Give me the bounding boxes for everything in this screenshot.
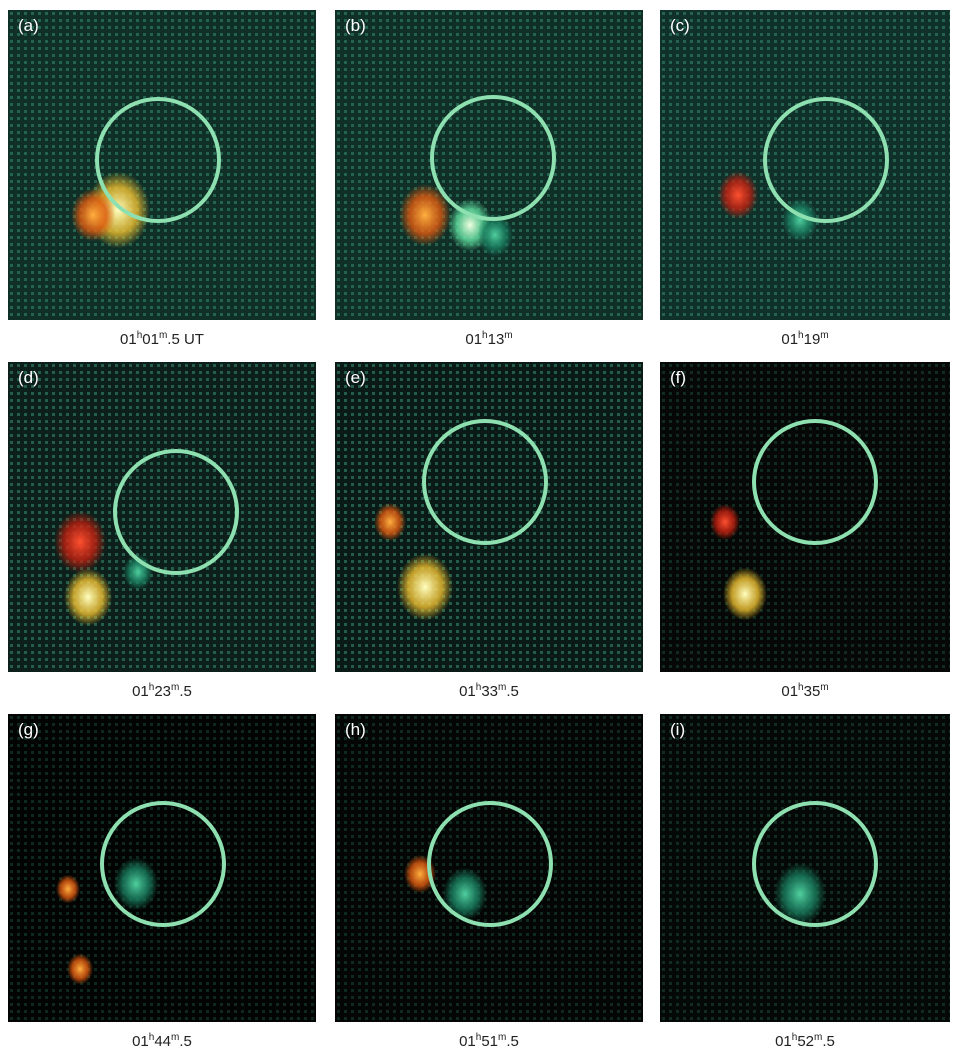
- panel-label: (g): [18, 720, 39, 740]
- panel: (e) 01h33m.5: [335, 362, 643, 700]
- panel-label: (e): [345, 368, 366, 388]
- caption-superscript: m: [820, 330, 828, 341]
- caption-text: 13: [488, 331, 505, 348]
- caption-text: 01: [459, 683, 476, 700]
- panel-label: (h): [345, 720, 366, 740]
- caption-text: 19: [804, 331, 821, 348]
- panel-label: (d): [18, 368, 39, 388]
- panel-caption: 01h52m.5: [660, 1032, 950, 1050]
- caption-text: .5: [506, 683, 519, 700]
- caption-text: 52: [797, 1033, 814, 1050]
- panel-label: (f): [670, 368, 686, 388]
- caption-text: 35: [804, 683, 821, 700]
- caption-text: 01: [781, 683, 798, 700]
- caption-text: 44: [154, 1033, 171, 1050]
- panel: (i) 01h52m.5: [660, 714, 950, 1050]
- caption-text: .5: [506, 1033, 519, 1050]
- panel: (c) 01h19m: [660, 10, 950, 348]
- panel-image: [8, 362, 316, 672]
- figure: (a) 01h01m.5 UT (b) 01h13m (c) 01h19m (d) 01h23…: [0, 0, 956, 1054]
- panel-image: [335, 714, 643, 1022]
- panel: (f) 01h35m: [660, 362, 950, 700]
- panel: (g) 01h44m.5: [8, 714, 316, 1050]
- panel-label: (b): [345, 16, 366, 36]
- caption-text: 01: [465, 331, 482, 348]
- caption-text: 01: [120, 331, 137, 348]
- caption-text: 01: [459, 1033, 476, 1050]
- caption-superscript: m: [820, 682, 828, 693]
- panel: (d) 01h23m.5: [8, 362, 316, 700]
- panel: (b) 01h13m: [335, 10, 643, 348]
- caption-text: 23: [154, 683, 171, 700]
- panel: (a) 01h01m.5 UT: [8, 10, 316, 348]
- panel-image: [335, 362, 643, 672]
- caption-text: 01: [775, 1033, 792, 1050]
- caption-text: 01: [132, 683, 149, 700]
- panel-caption: 01h01m.5 UT: [8, 330, 316, 348]
- panel-caption: 01h44m.5: [8, 1032, 316, 1050]
- panel-image: [660, 10, 950, 320]
- caption-text: 51: [481, 1033, 498, 1050]
- panel-caption: 01h35m: [660, 682, 950, 700]
- caption-text: 33: [481, 683, 498, 700]
- caption-text: .5: [822, 1033, 835, 1050]
- panel-image: [8, 714, 316, 1022]
- panel-image: [8, 10, 316, 320]
- panel-label: (i): [670, 720, 685, 740]
- panel: (h) 01h51m.5: [335, 714, 643, 1050]
- panel-caption: 01h19m: [660, 330, 950, 348]
- caption-superscript: m: [504, 330, 512, 341]
- caption-text: 01: [142, 331, 159, 348]
- panel-caption: 01h33m.5: [335, 682, 643, 700]
- caption-text: .5 UT: [167, 331, 204, 348]
- panel-image: [335, 10, 643, 320]
- panel-caption: 01h13m: [335, 330, 643, 348]
- panel-label: (a): [18, 16, 39, 36]
- caption-text: 01: [132, 1033, 149, 1050]
- caption-text: .5: [179, 1033, 192, 1050]
- panel-caption: 01h51m.5: [335, 1032, 643, 1050]
- panel-image: [660, 714, 950, 1022]
- panel-image: [660, 362, 950, 672]
- panel-label: (c): [670, 16, 690, 36]
- caption-text: .5: [179, 683, 192, 700]
- panel-caption: 01h23m.5: [8, 682, 316, 700]
- caption-text: 01: [781, 331, 798, 348]
